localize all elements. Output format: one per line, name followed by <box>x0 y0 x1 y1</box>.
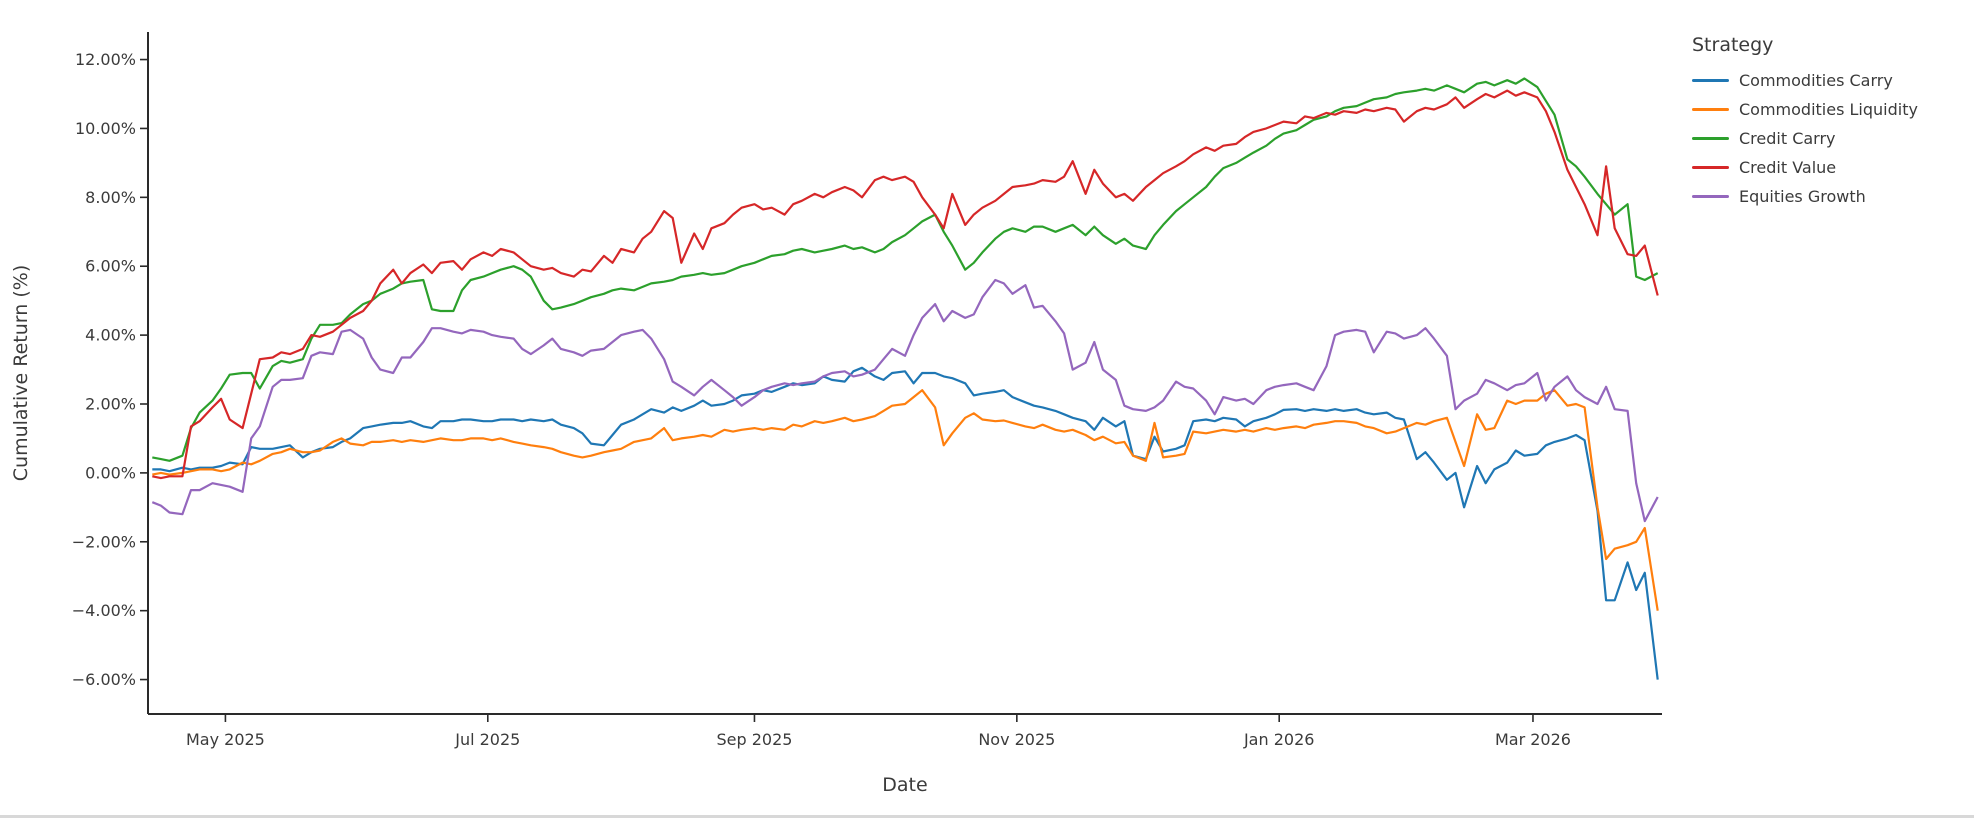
legend-swatch-line <box>1692 165 1729 170</box>
legend-item-commodities-carry[interactable]: Commodities Carry <box>1692 66 1918 95</box>
y-tick-label: 8.00% <box>85 188 136 207</box>
legend-item-label: Credit Value <box>1739 158 1837 177</box>
series-line-commodities-liquidity[interactable] <box>152 389 1659 611</box>
x-tick-label: Mar 2026 <box>1495 730 1571 749</box>
legend-item-credit-carry[interactable]: Credit Carry <box>1692 124 1918 153</box>
legend-item-label: Commodities Carry <box>1739 71 1893 90</box>
legend-items: Commodities Carry Commodities Liquidity Cr… <box>1692 66 1918 211</box>
x-tick-label: Nov 2025 <box>978 730 1055 749</box>
legend-swatch-line <box>1692 136 1729 141</box>
x-tick-label: May 2025 <box>186 730 265 749</box>
y-tick-label: 4.00% <box>85 326 136 345</box>
y-tick-label: −2.00% <box>72 532 136 551</box>
y-tick-label: 2.00% <box>85 395 136 414</box>
series-line-credit-value[interactable] <box>152 89 1659 480</box>
legend-item-label: Credit Carry <box>1739 129 1836 148</box>
legend-item-credit-value[interactable]: Credit Value <box>1692 153 1918 182</box>
legend-title: Strategy <box>1692 34 1774 56</box>
x-tick-label: Jul 2025 <box>454 730 520 749</box>
x-axis-title: Date <box>882 774 927 796</box>
window-bottom-edge <box>0 815 1974 818</box>
y-tick-label: 0.00% <box>85 463 136 482</box>
series-line-equities-growth[interactable] <box>151 278 1659 523</box>
legend-item-equities-growth[interactable]: Equities Growth <box>1692 182 1918 211</box>
legend-item-commodities-liquidity[interactable]: Commodities Liquidity <box>1692 95 1918 124</box>
y-tick-label: 12.00% <box>75 50 136 69</box>
series-line-commodities-carry[interactable] <box>152 366 1659 680</box>
legend-swatch-line <box>1692 78 1729 83</box>
y-tick-label: 6.00% <box>85 257 136 276</box>
legend-item-label: Equities Growth <box>1739 187 1866 206</box>
legend-swatch-line <box>1692 194 1729 199</box>
y-tick-label: 10.00% <box>75 119 136 138</box>
legend-item-label: Commodities Liquidity <box>1739 100 1918 119</box>
y-axis-title: Cumulative Return (%) <box>10 265 32 481</box>
y-tick-label: −4.00% <box>72 601 136 620</box>
legend: Strategy Commodities Carry Commodities Li… <box>1692 33 1918 211</box>
x-tick-label: Jan 2026 <box>1243 730 1314 749</box>
x-tick-label: Sep 2025 <box>716 730 792 749</box>
y-tick-label: −6.00% <box>72 670 136 689</box>
legend-swatch-line <box>1692 107 1729 112</box>
